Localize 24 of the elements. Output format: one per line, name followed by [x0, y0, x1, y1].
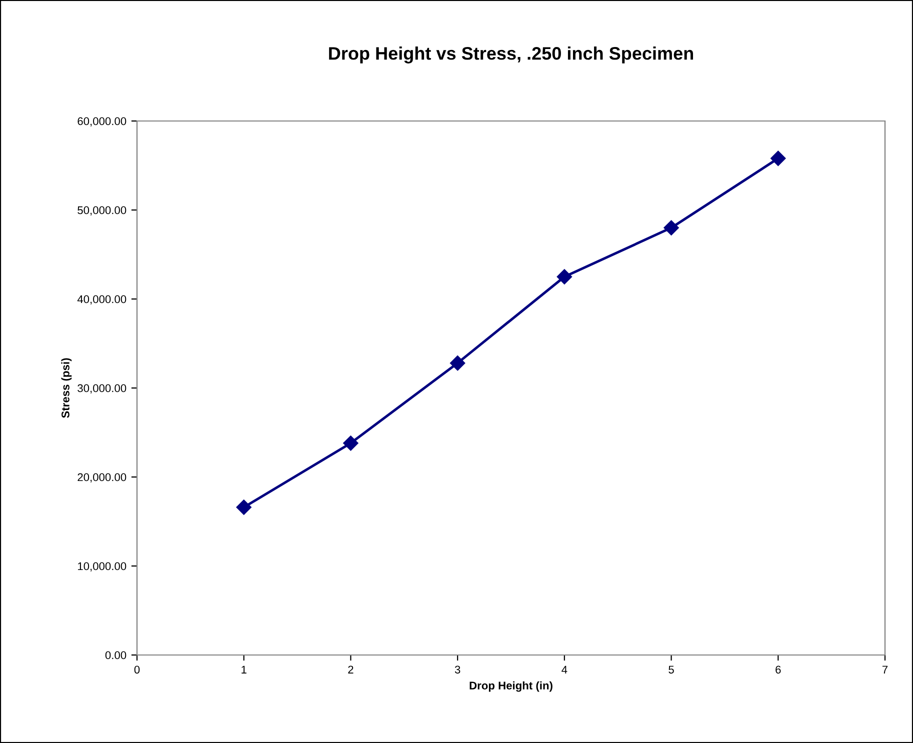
point — [664, 220, 679, 236]
x-tick-label: 4 — [562, 666, 568, 674]
y-axis-title: Stress (psi) — [61, 358, 72, 418]
x-tick-label: 5 — [668, 666, 674, 674]
point — [450, 356, 466, 371]
x-tick-label: 1 — [242, 666, 246, 674]
y-tick-label: 40,000.00 — [77, 295, 126, 304]
y-tick-label: 20,000.00 — [78, 473, 126, 482]
y-tick-label: 60,000.00 — [78, 117, 126, 126]
x-tick-label: 0 — [134, 666, 140, 674]
y-tick-label: 0.00 — [105, 651, 126, 660]
x-axis-title: Drop Height (in) — [470, 681, 552, 692]
point — [343, 436, 358, 451]
y-tick-label: 30,000.00 — [78, 384, 126, 394]
y-tick-label: 50,000.00 — [78, 206, 126, 216]
x-tick-label: 3 — [454, 666, 460, 674]
chart-title: Drop Height vs Stress, .250 inch Specimen — [329, 46, 694, 64]
x-tick-label: 7 — [882, 666, 888, 674]
point — [556, 269, 572, 284]
x-tick-label: 6 — [776, 666, 781, 674]
x-tick-label: 2 — [348, 666, 354, 674]
point — [236, 500, 252, 515]
point — [770, 150, 786, 166]
y-tick-label: 10,000.00 — [78, 562, 126, 572]
